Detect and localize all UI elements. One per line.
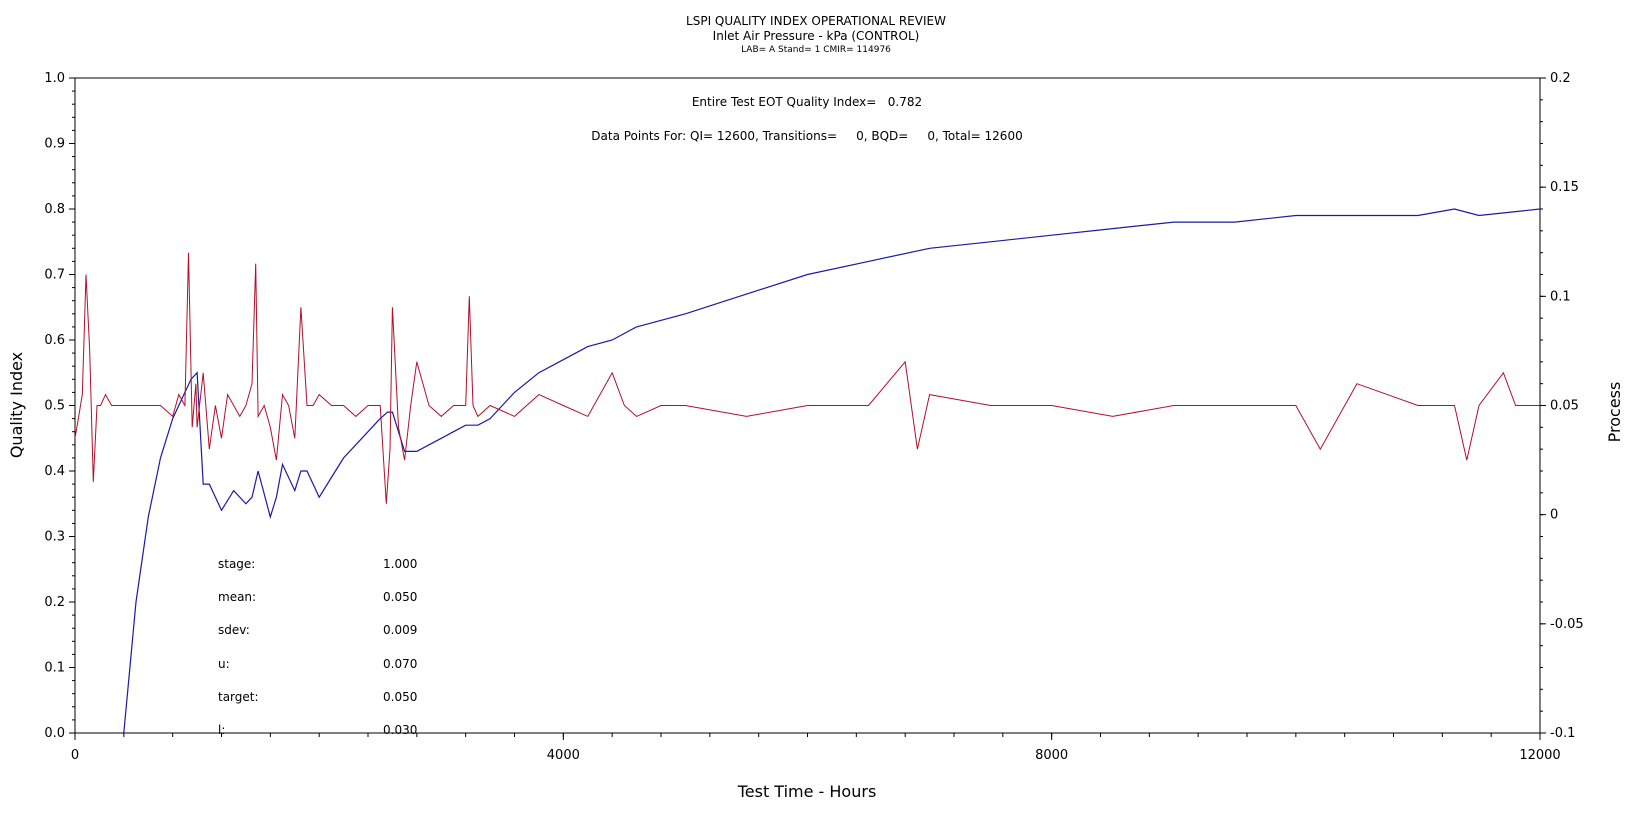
- stat-label: mean:: [218, 590, 256, 604]
- y-right-tick-label: 0.2: [1550, 71, 1571, 86]
- data-points-annotation: Data Points For: QI= 12600, Transitions=…: [591, 129, 1022, 143]
- y-left-tick-label: 0.6: [44, 333, 65, 348]
- x-tick-label: 12000: [1519, 748, 1560, 763]
- quality-index-annotation: Entire Test EOT Quality Index= 0.782: [692, 95, 922, 109]
- y-left-tick-label: 0.0: [44, 726, 65, 741]
- chart-subtitle: Inlet Air Pressure - kPa (CONTROL): [713, 29, 920, 43]
- y-right-tick-label: 0.1: [1550, 289, 1571, 304]
- y-left-tick-label: 0.7: [44, 268, 65, 283]
- y-left-tick-label: 0.1: [44, 661, 65, 676]
- stat-value: 0.050: [383, 590, 417, 604]
- y-axis-right-label: Process: [1605, 382, 1624, 443]
- y-right-tick-label: 0.05: [1550, 399, 1579, 414]
- stat-label: sdev:: [218, 623, 250, 637]
- stat-label: l:: [218, 723, 225, 737]
- y-left-tick-label: 0.9: [44, 137, 65, 152]
- y-left-tick-label: 0.5: [44, 399, 65, 414]
- y-left-tick-label: 0.3: [44, 530, 65, 545]
- y-axis-left-label: Quality Index: [7, 352, 26, 458]
- quality-index-series-line: [123, 208, 1541, 734]
- stat-value: 0.050: [383, 690, 417, 704]
- x-tick-label: 4000: [547, 748, 580, 763]
- stat-value: 0.070: [383, 657, 417, 671]
- y-right-tick-label: -0.1: [1550, 726, 1575, 741]
- y-right-tick-label: 0: [1550, 508, 1558, 523]
- stat-label: stage:: [218, 557, 255, 571]
- y-left-tick-label: 1.0: [44, 71, 65, 86]
- stat-label: u:: [218, 657, 230, 671]
- y-left-tick-label: 0.8: [44, 202, 65, 217]
- x-tick-label: 0: [71, 748, 79, 763]
- chart-subtitle-lab: LAB= A Stand= 1 CMIR= 114976: [741, 45, 891, 55]
- y-left-tick-label: 0.4: [44, 464, 65, 479]
- x-axis-label: Test Time - Hours: [737, 782, 877, 801]
- stat-value: 0.030: [383, 723, 417, 737]
- stat-label: target:: [218, 690, 259, 704]
- y-right-tick-label: 0.15: [1550, 180, 1579, 195]
- process-series-line: [74, 252, 1540, 504]
- stat-value: 1.000: [383, 557, 417, 571]
- x-tick-label: 8000: [1035, 748, 1068, 763]
- y-right-tick-label: -0.05: [1550, 617, 1584, 632]
- chart-title: LSPI QUALITY INDEX OPERATIONAL REVIEW: [686, 14, 946, 28]
- y-left-tick-label: 0.2: [44, 595, 65, 610]
- ticks-layer: 0 4000 8000 12000 0.0 0.1 0.2 0.3 0.4 0.5 0.6 0.7 0.…: [44, 71, 1583, 763]
- stat-value: 0.009: [383, 623, 417, 637]
- stats-panel: stage: 1.000 mean: 0.050 sdev: 0.009 u: 0.070 ta…: [218, 557, 417, 737]
